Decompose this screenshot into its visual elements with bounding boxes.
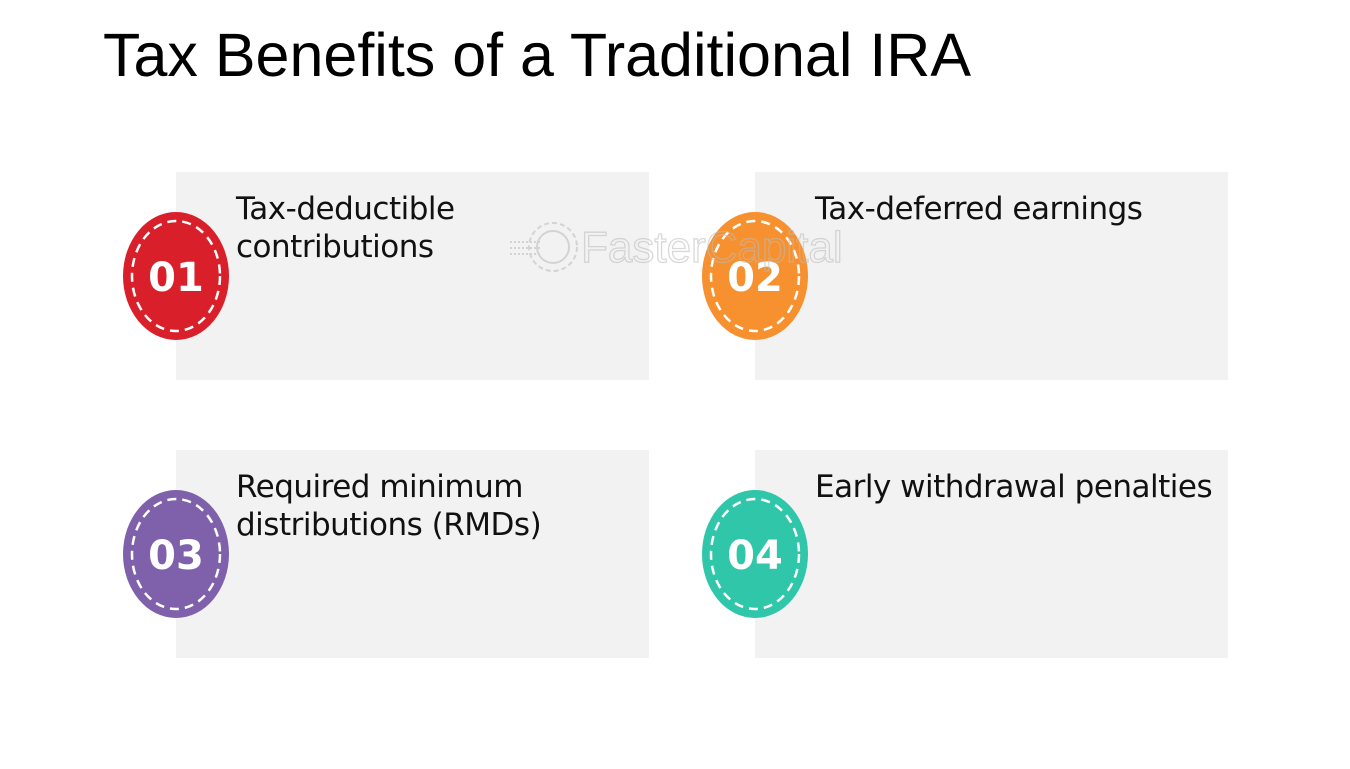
card-text: Required minimum distributions (RMDs) (236, 469, 542, 543)
card-1: Tax-deductible contributions 01 (123, 172, 649, 380)
badge-number: 04 (727, 533, 783, 579)
badge-number: 01 (148, 255, 204, 301)
card-3: Required minimum distributions (RMDs) 03 (123, 450, 649, 658)
number-badge: 03 (123, 490, 229, 618)
badge-dashed-ring (130, 219, 222, 333)
watermark-text: FasterCapital (581, 223, 843, 272)
card-4: Early withdrawal penalties 04 (702, 450, 1228, 658)
slide-title: Tax Benefits of a Traditional IRA (103, 21, 971, 89)
badge-number: 02 (727, 255, 783, 301)
badge-dashed-ring (709, 219, 801, 333)
number-badge: 01 (123, 212, 229, 340)
badge-circle (123, 490, 229, 618)
badge-dashed-ring (709, 497, 801, 611)
card-text: Tax-deductible contributions (236, 191, 455, 265)
badge-circle (123, 212, 229, 340)
card-text: Early withdrawal penalties (815, 469, 1213, 505)
card-2: Tax-deferred earnings 02 (702, 172, 1228, 380)
card-text: Tax-deferred earnings (815, 191, 1143, 227)
badge-circle (702, 490, 808, 618)
badge-dashed-ring (130, 497, 222, 611)
badge-circle (702, 212, 808, 340)
watermark-logo: FasterCapital (505, 212, 875, 287)
number-badge: 02 (702, 212, 808, 340)
number-badge: 04 (702, 490, 808, 618)
badge-number: 03 (148, 533, 204, 579)
